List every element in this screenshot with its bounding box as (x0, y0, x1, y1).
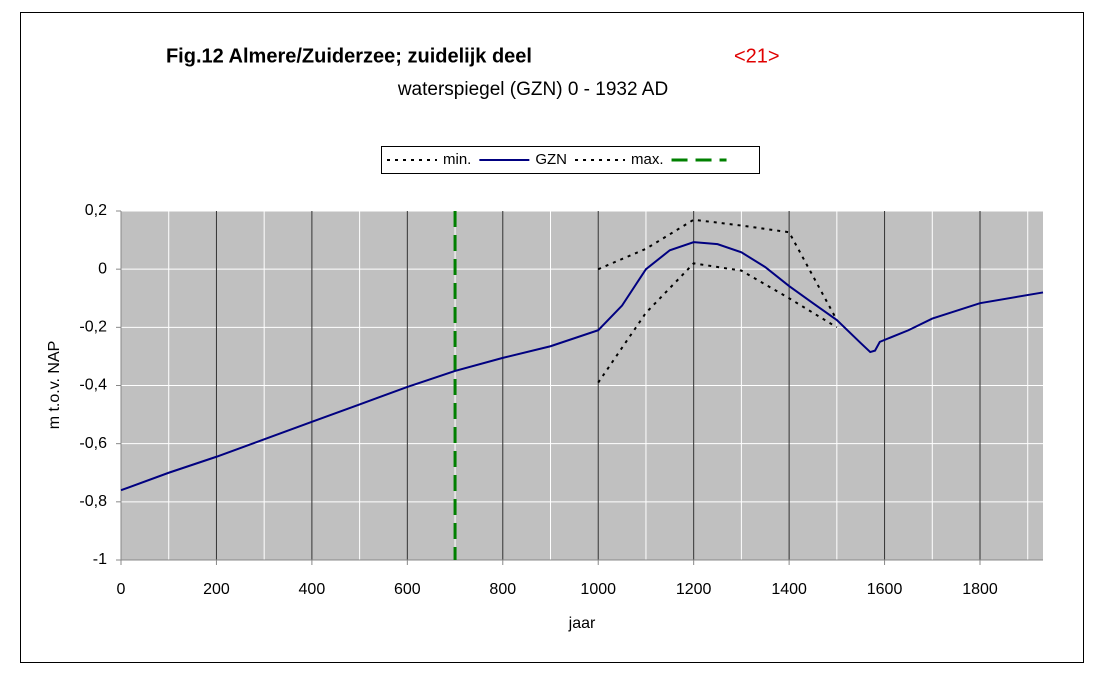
y-tick-label: -0,6 (79, 435, 107, 452)
line-gzn (120, 241, 1044, 492)
y-axis-label: m t.o.v. NAP (46, 341, 63, 430)
x-tick-label: 1600 (867, 581, 903, 598)
x-tick-label: 800 (489, 581, 516, 598)
x-tick-label: 400 (299, 581, 326, 598)
chart-title-tag: <21> (734, 45, 780, 67)
y-tick-label: 0 (98, 260, 107, 277)
x-axis-label: jaar (568, 615, 596, 632)
x-tick-label: 200 (203, 581, 230, 598)
y-tick-label: -0,2 (79, 319, 107, 336)
x-tick-label: 1000 (580, 581, 616, 598)
x-tick-label: 0 (117, 581, 126, 598)
legend-label: min. (443, 151, 471, 168)
y-tick-label: -1 (93, 551, 107, 568)
x-tick-label: 1800 (962, 581, 998, 598)
legend-label: max. (631, 151, 664, 168)
y-tick-label: 0,2 (85, 202, 107, 219)
x-tick-label: 600 (394, 581, 421, 598)
y-tick-label: -0,4 (79, 377, 107, 394)
line-min (597, 262, 838, 384)
legend-label: GZN (535, 151, 567, 168)
x-tick-label: 1400 (771, 581, 807, 598)
x-tick-label: 1200 (676, 581, 712, 598)
chart-subtitle: waterspiegel (GZN) 0 - 1932 AD (397, 79, 668, 100)
y-tick-label: -0,8 (79, 493, 107, 510)
chart-title: Fig.12 Almere/Zuiderzee; zuidelijk deel (166, 45, 532, 67)
